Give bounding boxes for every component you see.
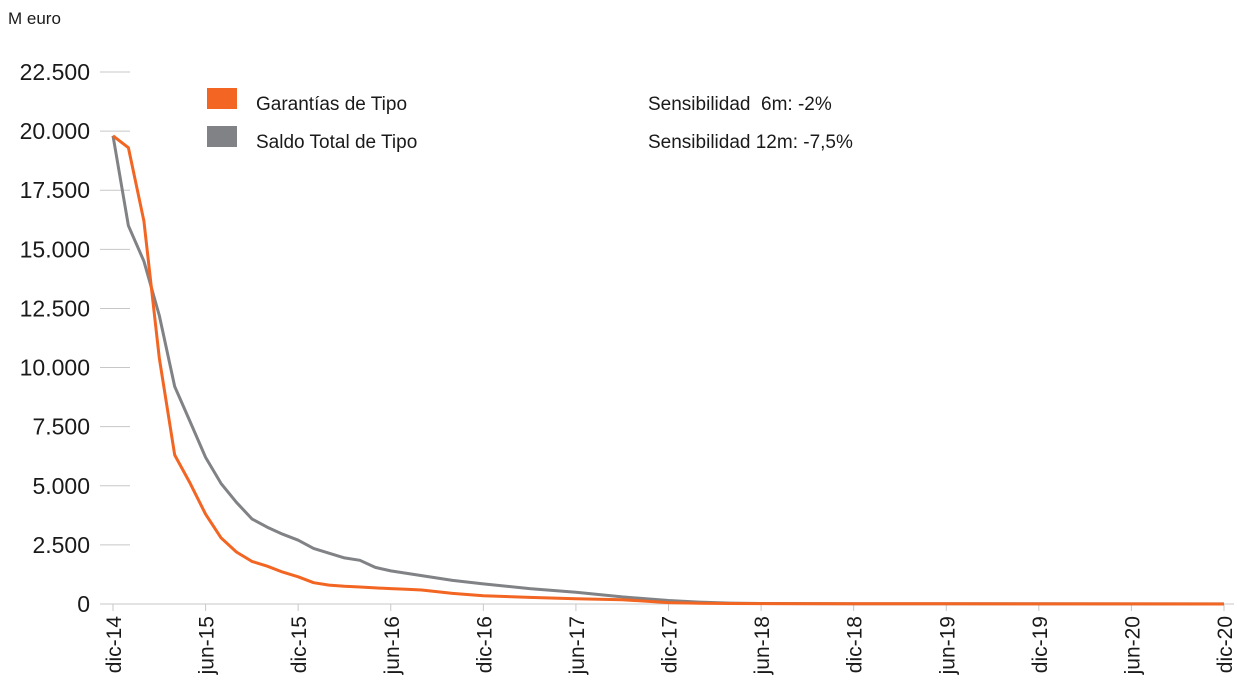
- annotation-sensibilidad-12m: Sensibilidad 12m: -7,5%: [648, 132, 853, 153]
- y-tick-label: 2.500: [32, 532, 90, 558]
- x-tick-label: dic-18: [844, 616, 867, 673]
- series-line-saldo: [111, 135, 1224, 606]
- x-tick-label: dic-15: [288, 616, 311, 673]
- x-tick-label: dic-20: [1214, 616, 1237, 673]
- y-tick-label: 17.500: [20, 177, 90, 203]
- legend: Garantías de Tipo Saldo Total de Tipo: [207, 88, 417, 153]
- y-axis-unit-label: M euro: [8, 9, 61, 28]
- x-tick-label: dic-16: [473, 616, 496, 673]
- x-tick-label: dic-19: [1029, 616, 1052, 673]
- y-tick-label: 10.000: [20, 355, 90, 381]
- x-tick-label: jun-16: [381, 616, 404, 675]
- x-tick-label: jun-15: [196, 616, 219, 675]
- series-line-garantias: [112, 134, 1225, 606]
- x-axis: dic-14 jun-15 dic-15 jun-16 dic-16 jun-17 dic-…: [103, 604, 1237, 675]
- y-axis: 0 2.500 5.000 7.500 10.000 12.500 15.000 17.500…: [20, 59, 130, 617]
- y-tick-label: 20.000: [20, 118, 90, 144]
- y-tick-label: 15.000: [20, 236, 90, 262]
- legend-swatch-saldo: [207, 126, 237, 147]
- series-lines: [111, 134, 1225, 606]
- y-tick-label: 0: [77, 591, 90, 617]
- annotation-sensibilidad-6m: Sensibilidad 6m: -2%: [648, 94, 832, 115]
- x-tick-label: dic-17: [659, 616, 682, 673]
- y-tick-label: 5.000: [32, 473, 90, 499]
- x-tick-label: jun-19: [936, 616, 959, 675]
- legend-swatch-garantias: [207, 88, 237, 109]
- y-tick-label: 7.500: [32, 414, 90, 440]
- y-tick-label: 22.500: [20, 59, 90, 85]
- x-tick-label: jun-20: [1121, 616, 1144, 675]
- x-tick-label: dic-14: [103, 616, 126, 674]
- legend-label-garantias: Garantías de Tipo: [256, 94, 407, 115]
- y-tick-label: 12.500: [20, 295, 90, 321]
- legend-label-saldo: Saldo Total de Tipo: [256, 132, 417, 153]
- x-tick-label: jun-17: [566, 616, 589, 675]
- x-tick-label: jun-18: [751, 616, 774, 675]
